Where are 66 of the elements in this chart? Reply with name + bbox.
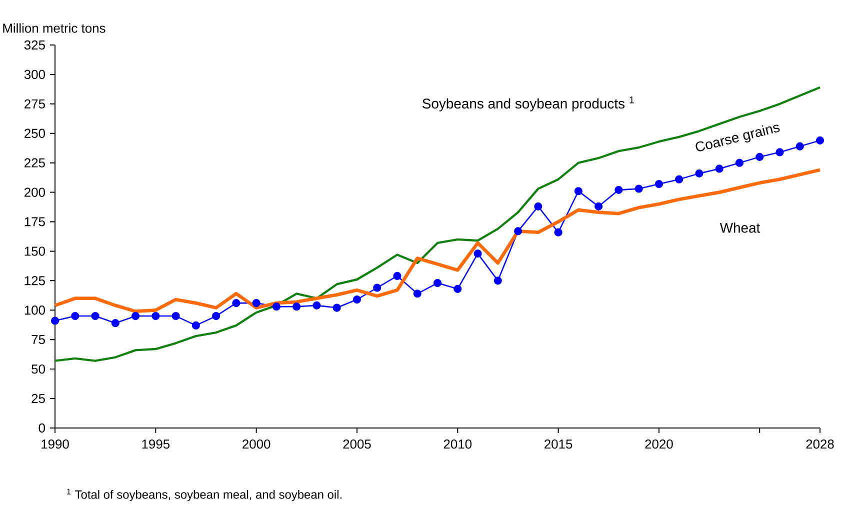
point <box>152 312 160 320</box>
point <box>91 312 100 320</box>
text: Soybeans and soybean products $^{1}$ <box>422 96 634 112</box>
point <box>574 187 582 196</box>
point <box>614 186 623 194</box>
y-tick-label: 125 <box>24 276 45 286</box>
point <box>292 302 301 311</box>
x-tick-label: 2000 <box>242 439 270 449</box>
y-tick-label: 175 <box>24 217 45 226</box>
y-tick-label: 25 <box>32 394 45 404</box>
y-tick-label: 150 <box>24 246 45 256</box>
point <box>71 312 80 320</box>
y-tick-label: 325 <box>24 40 45 50</box>
x-tick-label: 1995 <box>142 439 170 449</box>
y-tick-label: 200 <box>24 188 45 197</box>
y-axis-title: Million metric tons <box>3 23 106 33</box>
point <box>594 202 603 210</box>
x-tick-label: 2010 <box>444 439 472 449</box>
point <box>474 250 482 258</box>
y-tick-label: 100 <box>24 306 45 315</box>
text: Wheat <box>720 222 760 233</box>
point <box>796 142 804 150</box>
point <box>454 284 462 293</box>
x-tick-label: 2015 <box>544 439 572 449</box>
point <box>494 276 502 285</box>
point <box>373 284 382 292</box>
point <box>393 272 402 280</box>
point <box>654 180 664 188</box>
point <box>312 301 321 310</box>
y-tick-label: 50 <box>32 364 45 374</box>
x-tick-label: 2005 <box>343 439 371 449</box>
point <box>212 312 220 320</box>
y-tick-label: 75 <box>32 335 45 344</box>
point <box>695 169 704 178</box>
point <box>172 312 180 320</box>
point <box>534 202 542 210</box>
text: $^{1}$ Total of soybeans, soybean meal, and soybean oil. <box>67 488 342 502</box>
y-tick-label: 0 <box>38 423 45 433</box>
text: Coarse grains <box>696 124 780 152</box>
point <box>675 175 684 184</box>
x-tick-label: 1990 <box>42 439 69 449</box>
point <box>131 312 140 320</box>
point <box>776 148 784 156</box>
point <box>756 152 764 161</box>
point <box>192 321 200 330</box>
point <box>715 164 724 173</box>
point <box>252 299 260 308</box>
point <box>352 295 362 304</box>
y-tick-label: 300 <box>24 70 45 80</box>
point <box>634 184 643 193</box>
x-tick-label: 2020 <box>645 439 673 449</box>
point <box>514 227 522 236</box>
point <box>232 299 240 308</box>
point <box>554 228 562 236</box>
point <box>332 304 341 312</box>
point <box>816 136 824 144</box>
point <box>413 290 422 298</box>
point <box>272 302 281 311</box>
y-tick-label: 225 <box>24 158 45 168</box>
point <box>50 316 60 325</box>
point <box>111 319 120 328</box>
y-tick-label: 275 <box>24 99 45 108</box>
y-tick-label: 250 <box>24 128 45 138</box>
point <box>735 158 744 167</box>
x-tick-label: 2028 <box>806 439 834 449</box>
point <box>433 278 442 288</box>
